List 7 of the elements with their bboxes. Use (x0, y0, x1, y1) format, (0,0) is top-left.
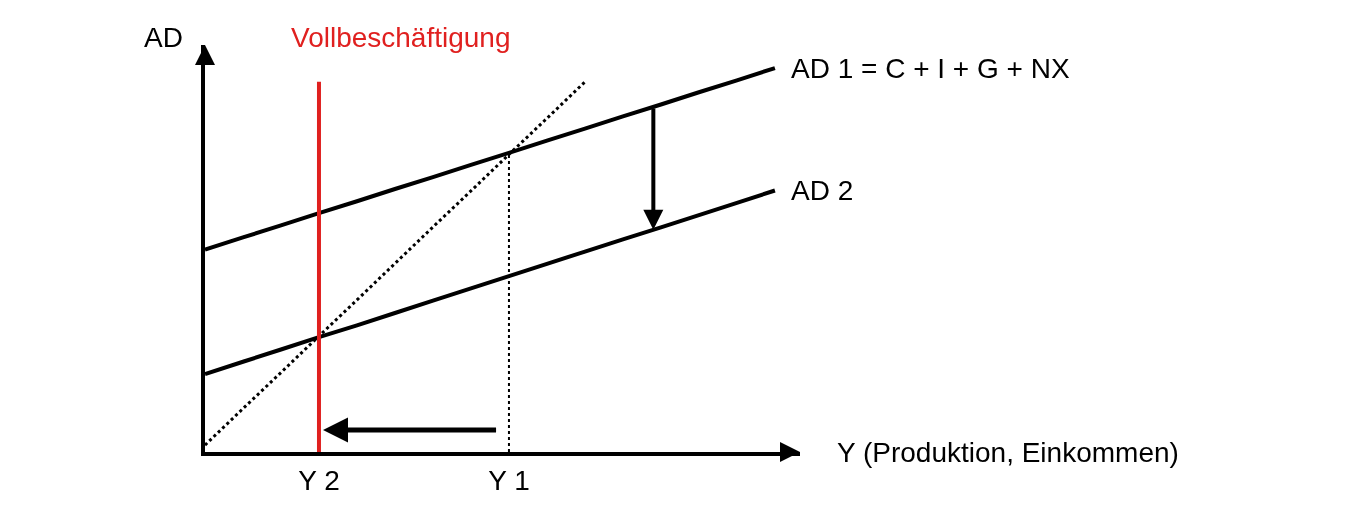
ref-line-label: Vollbeschäftigung (291, 22, 511, 53)
y-axis-title: AD (144, 22, 183, 53)
x-tick-label: Y 2 (298, 464, 340, 496)
x-axis-title: Y (Produktion, Einkommen) (837, 437, 1179, 468)
x-tick-label: Y 1 (488, 464, 530, 496)
series-label: AD 1 = C + I + G + NX (791, 53, 1070, 84)
series-label: AD 2 (791, 175, 854, 206)
